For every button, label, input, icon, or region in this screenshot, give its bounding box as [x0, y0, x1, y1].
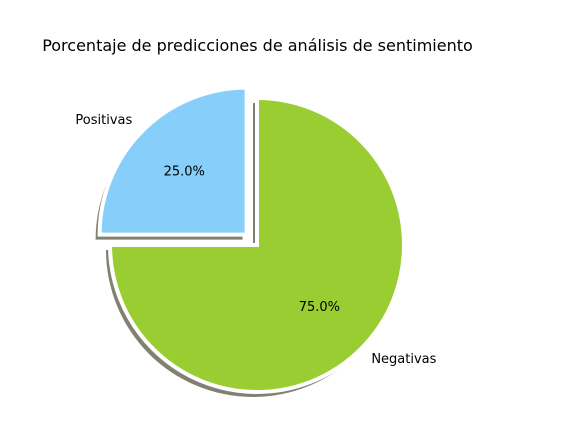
chart-title: Porcentaje de predicciones de análisis d… [42, 36, 473, 55]
pie-slice-negativas [107, 95, 406, 394]
slice-label-positivas: Positivas [75, 113, 132, 128]
slice-label-negativas: Negativas [371, 352, 436, 367]
pie-slices [97, 85, 406, 394]
pie-slice-positivas [97, 85, 249, 237]
pie-labels: Positivas 25.0% Negativas 75.0% [75, 113, 436, 367]
slice-pct-positivas: 25.0% [164, 165, 205, 180]
slice-pct-negativas: 75.0% [299, 300, 340, 315]
